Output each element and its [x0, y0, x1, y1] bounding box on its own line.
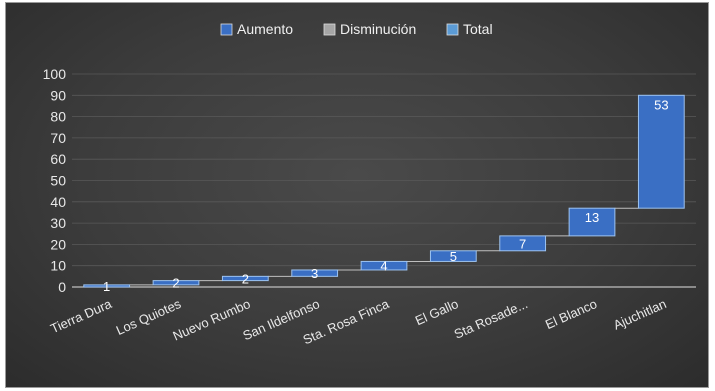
bar: [568, 207, 616, 237]
data-label: 2: [172, 276, 179, 291]
bar: [637, 94, 685, 209]
x-tick-label: Sta Rosade...: [452, 296, 530, 342]
x-tick-label: El Blanco: [543, 296, 599, 332]
y-tick-label: 80: [50, 109, 66, 125]
y-axis: 0 10 20 30 40 50 60 70 80 90 100: [43, 66, 67, 295]
legend-label: Disminución: [340, 21, 416, 37]
legend-swatch: [446, 23, 459, 36]
waterfall-chart: 0 10 20 30 40 50 60 70 80 90 100 1 2 2 3 4 5 7 13 53 Tierr…: [43, 21, 696, 348]
data-label: 3: [311, 266, 318, 281]
bar: [83, 284, 131, 288]
bar: [221, 275, 269, 282]
y-tick-label: 0: [58, 279, 66, 295]
connectors: [129, 207, 639, 286]
bars: [83, 94, 685, 288]
x-tick-label: Ajuchitlan: [611, 296, 669, 333]
data-label: 4: [380, 259, 387, 274]
legend-swatch: [220, 23, 233, 36]
data-label: 2: [242, 271, 249, 286]
y-tick-label: 30: [50, 215, 66, 231]
bar: [291, 269, 339, 277]
legend-label: Total: [463, 21, 493, 37]
bar: [499, 235, 547, 252]
bar: [360, 260, 408, 271]
y-tick-label: 50: [50, 173, 66, 189]
data-label: 5: [450, 249, 457, 264]
data-label: 7: [519, 236, 526, 251]
data-label: 1: [103, 279, 110, 294]
legend-label: Aumento: [237, 21, 293, 37]
chart-area: 0 10 20 30 40 50 60 70 80 90 100 1 2 2 3 4 5 7 13 53 Tierr…: [5, 2, 709, 388]
bar: [429, 250, 477, 262]
y-tick-label: 40: [50, 194, 66, 210]
legend-swatch: [323, 23, 336, 36]
y-tick-label: 60: [50, 151, 66, 167]
y-tick-label: 100: [43, 66, 67, 82]
x-tick-label: Nuevo Rumbo: [171, 296, 253, 344]
y-tick-label: 70: [50, 130, 66, 146]
data-labels: 1 2 2 3 4 5 7 13 53: [103, 97, 669, 294]
y-tick-label: 90: [50, 87, 66, 103]
bar: [152, 280, 200, 286]
legend: Aumento Disminución Total: [220, 21, 493, 37]
x-tick-label: El Gallo: [413, 296, 461, 328]
x-tick-label: Tierra Dura: [48, 296, 114, 337]
y-tick-label: 20: [50, 236, 66, 252]
y-tick-label: 10: [50, 258, 66, 274]
data-label: 53: [654, 97, 668, 112]
gridlines: [72, 73, 696, 288]
data-label: 13: [585, 210, 599, 225]
